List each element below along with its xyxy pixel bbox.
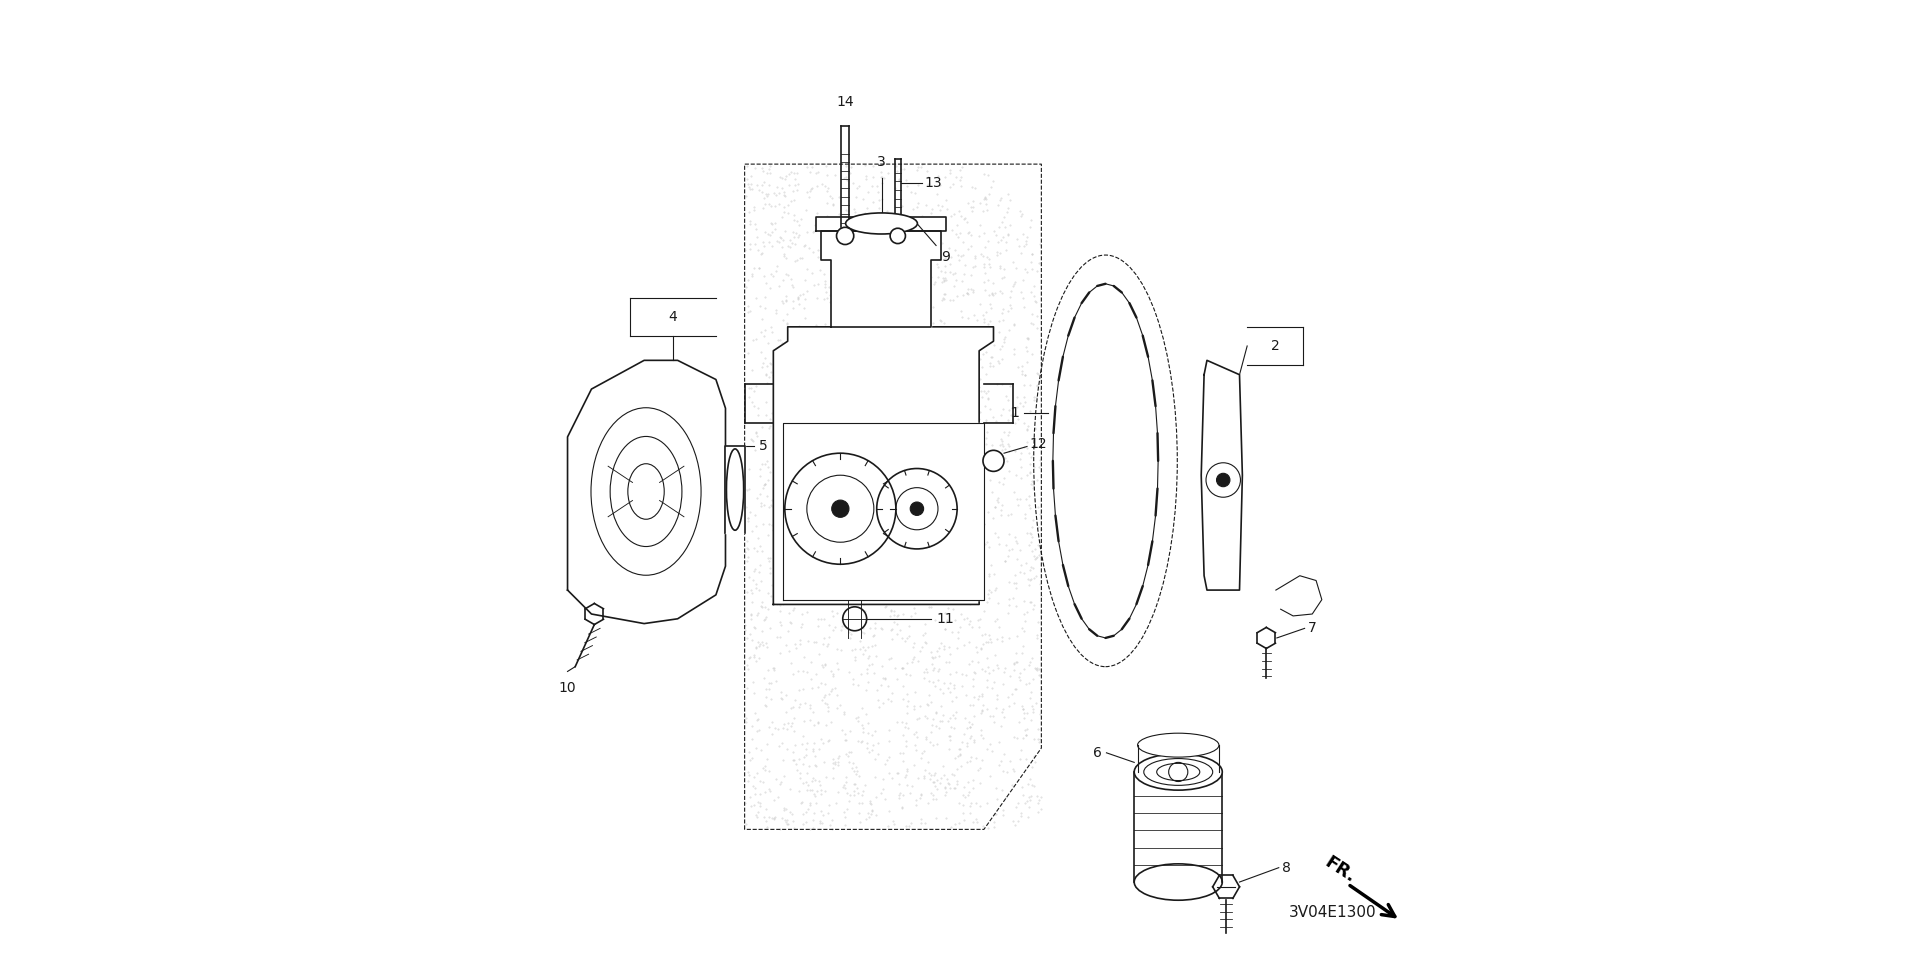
Ellipse shape [1137,733,1219,757]
Ellipse shape [726,449,743,530]
Ellipse shape [1144,758,1213,785]
Ellipse shape [983,450,1004,471]
Text: 12: 12 [1029,437,1048,450]
Ellipse shape [1135,754,1223,790]
Polygon shape [822,231,941,326]
Polygon shape [774,326,993,605]
Circle shape [831,500,849,517]
Text: 4: 4 [668,310,678,324]
Polygon shape [816,217,947,231]
Text: 10: 10 [559,681,576,695]
Ellipse shape [591,408,701,575]
Text: FR.: FR. [1321,853,1359,886]
Text: 8: 8 [1283,861,1290,875]
Ellipse shape [891,228,906,244]
Ellipse shape [843,607,866,631]
Text: 11: 11 [937,612,954,626]
Text: 1: 1 [1010,406,1020,420]
Polygon shape [1202,360,1242,590]
Ellipse shape [837,228,854,245]
Text: 2: 2 [1271,339,1279,353]
Ellipse shape [845,213,918,234]
Text: 9: 9 [941,251,950,264]
Circle shape [910,502,924,516]
Text: 14: 14 [837,95,854,108]
Polygon shape [568,360,726,624]
Polygon shape [726,446,745,533]
Text: 3: 3 [877,155,885,169]
Text: 6: 6 [1092,746,1102,759]
Text: 5: 5 [758,440,768,453]
Circle shape [1217,473,1231,487]
Ellipse shape [628,464,664,519]
Ellipse shape [611,437,682,546]
Ellipse shape [1135,864,1223,900]
Text: 7: 7 [1308,621,1317,636]
Polygon shape [783,422,983,600]
Text: 13: 13 [925,177,943,190]
Ellipse shape [1156,763,1200,780]
Text: 3V04E1300: 3V04E1300 [1288,905,1377,921]
